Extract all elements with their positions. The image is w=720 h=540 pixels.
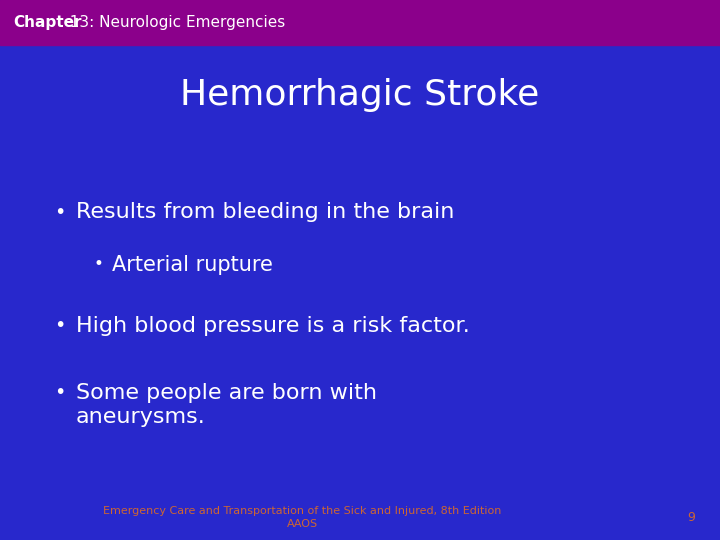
Text: Chapter: Chapter [13,15,81,30]
Text: Hemorrhagic Stroke: Hemorrhagic Stroke [181,78,539,111]
Bar [0,0,720,45]
Text: •: • [54,316,66,335]
Text: 13: Neurologic Emergencies: 13: Neurologic Emergencies [60,15,285,30]
Text: •: • [54,202,66,221]
Text: •: • [54,383,66,402]
Text: 9: 9 [687,511,695,524]
Text: •: • [94,255,104,273]
Text: Some people are born with
aneurysms.: Some people are born with aneurysms. [76,383,377,427]
Text: Arterial rupture: Arterial rupture [112,255,272,275]
Text: High blood pressure is a risk factor.: High blood pressure is a risk factor. [76,316,469,336]
Text: Emergency Care and Transportation of the Sick and Injured, 8th Edition
AAOS: Emergency Care and Transportation of the… [103,506,502,529]
Text: Results from bleeding in the brain: Results from bleeding in the brain [76,202,454,222]
